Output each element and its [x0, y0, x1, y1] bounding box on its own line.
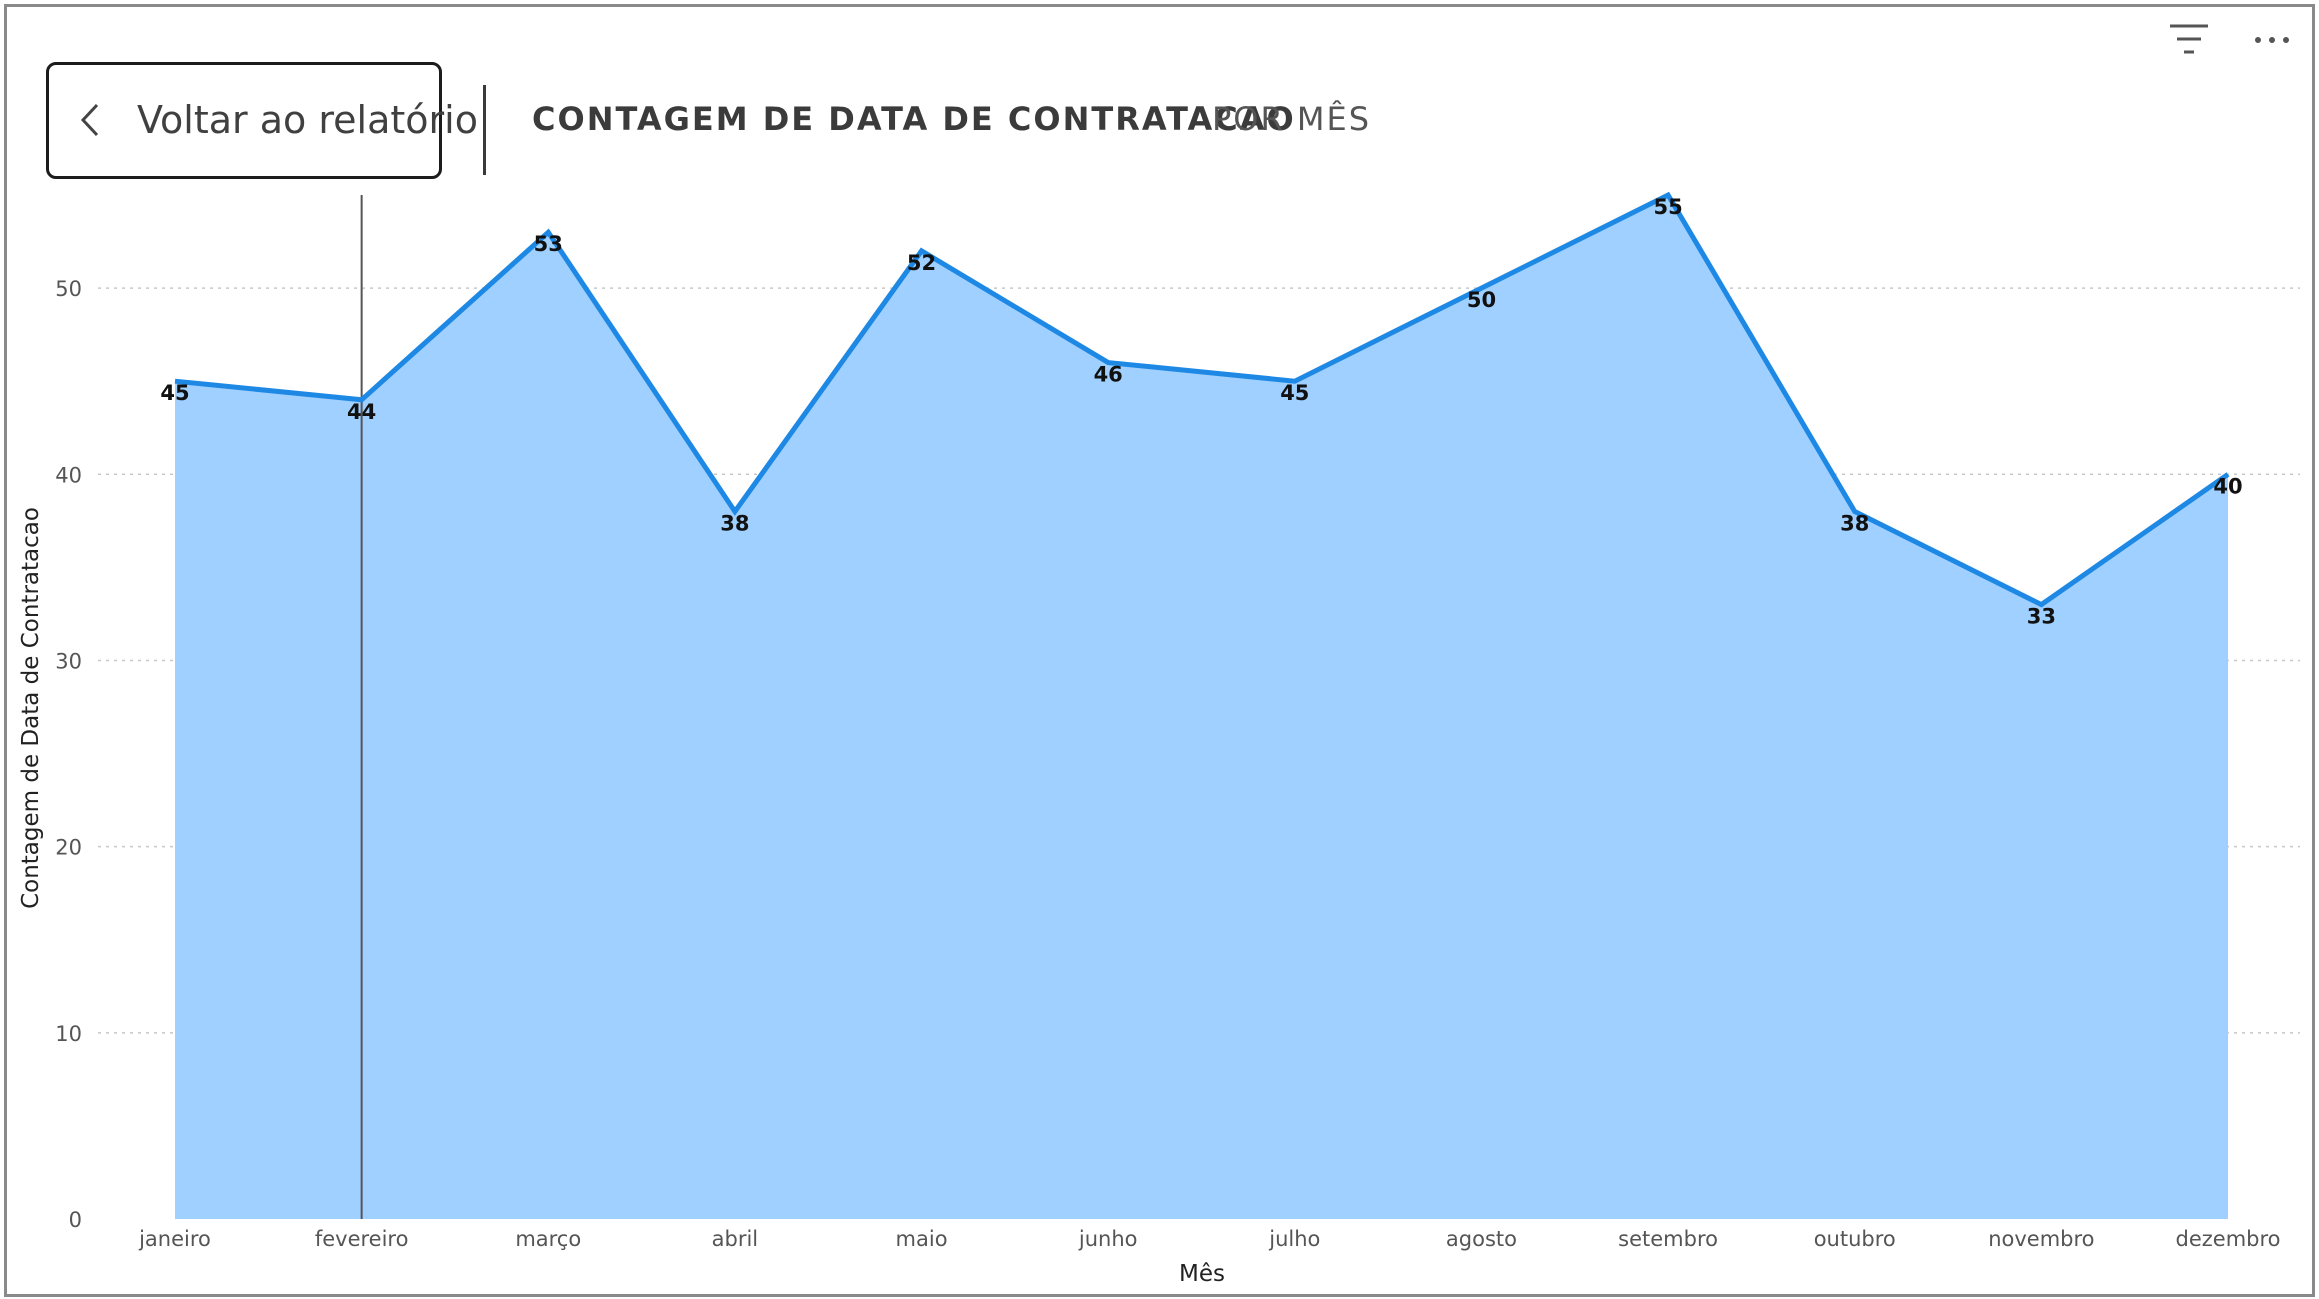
chevron-left-icon: [80, 103, 99, 137]
more-options-icon[interactable]: [2252, 28, 2292, 52]
data-label: 38: [720, 512, 749, 536]
data-label: 33: [2027, 605, 2056, 629]
y-tick-label: 0: [69, 1208, 82, 1232]
y-tick-label: 20: [55, 836, 82, 860]
area-fill: [175, 195, 2228, 1219]
y-tick-label: 10: [55, 1022, 82, 1046]
x-tick-label: abril: [712, 1227, 759, 1251]
y-tick-label: 50: [55, 277, 82, 301]
y-tick-label: 30: [55, 649, 82, 673]
filter-icon[interactable]: [2168, 22, 2210, 58]
y-tick-label: 40: [55, 463, 82, 487]
x-tick-label: julho: [1268, 1227, 1320, 1251]
x-tick-label: junho: [1078, 1227, 1138, 1251]
data-label: 45: [160, 381, 189, 405]
data-label: 45: [1280, 381, 1309, 405]
data-label: 55: [1653, 195, 1682, 219]
data-label: 53: [534, 232, 563, 256]
x-tick-label: março: [515, 1227, 581, 1251]
data-label: 50: [1467, 288, 1496, 312]
x-tick-label: agosto: [1446, 1227, 1517, 1251]
x-tick-label: outubro: [1814, 1227, 1896, 1251]
data-label: 44: [347, 400, 376, 424]
x-tick-label: janeiro: [138, 1227, 211, 1251]
chart-title: CONTAGEM DE DATA DE CONTRATACAO: [532, 100, 1296, 138]
data-label: 52: [907, 251, 936, 275]
data-label: 46: [1094, 363, 1123, 387]
x-tick-label: setembro: [1618, 1227, 1718, 1251]
data-label: 38: [1840, 512, 1869, 536]
x-tick-label: novembro: [1988, 1227, 2094, 1251]
x-tick-label: fevereiro: [315, 1227, 409, 1251]
back-to-report-label: Voltar ao relatório: [137, 98, 478, 142]
x-tick-label: maio: [896, 1227, 948, 1251]
chart-subtitle: POR MÊS: [1212, 100, 1372, 138]
x-axis-title: Mês: [1179, 1261, 1225, 1287]
header-divider: [483, 85, 486, 175]
x-tick-label: dezembro: [2176, 1227, 2281, 1251]
y-axis-title: Contagem de Data de Contratacao: [18, 507, 44, 909]
data-label: 40: [2213, 474, 2242, 498]
series-line: [174, 191, 2230, 608]
back-to-report-button[interactable]: Voltar ao relatório: [46, 62, 478, 179]
